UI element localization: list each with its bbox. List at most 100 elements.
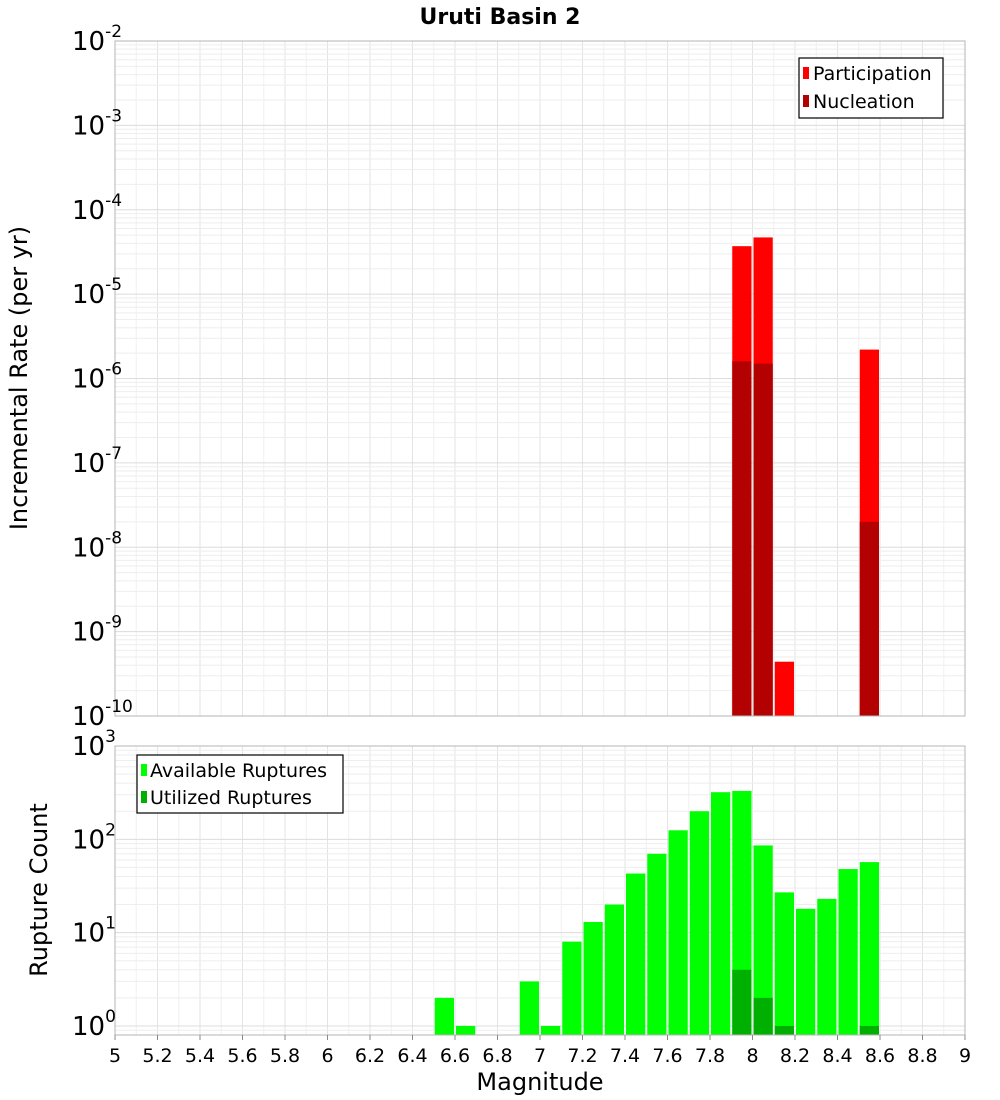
bottom-bar-available-ruptures-16 bbox=[817, 898, 837, 1035]
top-bar-nucleation-2 bbox=[859, 521, 879, 716]
bottom-bar-utilized-ruptures-0 bbox=[732, 969, 752, 1035]
available-ruptures-legend-label: Available Ruptures bbox=[150, 760, 327, 782]
top-y-tick-label: 10-8 bbox=[72, 528, 122, 563]
bottom-y-tick-label: 101 bbox=[72, 914, 116, 949]
bottom-bar-available-ruptures-4 bbox=[562, 941, 582, 1035]
top-y-tick-exponent: -2 bbox=[105, 22, 122, 42]
bottom-bar-available-ruptures-10 bbox=[689, 811, 709, 1035]
bottom-bar-available-ruptures-8 bbox=[647, 853, 667, 1035]
top-bar-participation-2 bbox=[774, 661, 794, 716]
top-y-tick-exponent: -9 bbox=[105, 613, 122, 633]
nucleation-swatch bbox=[803, 95, 809, 107]
top-y-tick-label: 10-4 bbox=[72, 191, 122, 226]
utilized-ruptures-swatch bbox=[141, 791, 147, 803]
x-tick-label: 7.2 bbox=[567, 1045, 597, 1067]
top-y-tick-base: 10 bbox=[72, 196, 105, 226]
top-y-axis-label: Incremental Rate (per yr) bbox=[5, 226, 33, 530]
x-tick-label: 8.4 bbox=[822, 1045, 852, 1067]
top-y-tick-exponent: -6 bbox=[105, 360, 122, 380]
available-ruptures-swatch bbox=[141, 764, 147, 776]
top-y-tick-label: 10-6 bbox=[72, 360, 122, 395]
x-tick-label: 6 bbox=[321, 1045, 333, 1067]
top-bars bbox=[732, 237, 879, 716]
top-y-tick-exponent: -7 bbox=[105, 444, 122, 464]
top-y-tick-label: 10-3 bbox=[72, 106, 122, 141]
x-tick-label: 8.6 bbox=[865, 1045, 895, 1067]
top-legend: Participation Nucleation bbox=[798, 57, 944, 119]
bottom-y-tick-exponent: 2 bbox=[105, 820, 116, 840]
bottom-bar-available-ruptures-5 bbox=[583, 922, 603, 1035]
top-y-tick-exponent: -10 bbox=[105, 697, 133, 717]
bottom-y-tick-base: 10 bbox=[72, 1012, 105, 1042]
bottom-bar-available-ruptures-1 bbox=[456, 1025, 476, 1035]
bottom-bar-available-ruptures-18 bbox=[859, 862, 879, 1035]
bottom-x-ticks: 5 5.2 5.4 5.6 5.8 6 6.2 6.4 6.6 6.8 7 7.2 7.4 7.6 7.8 8… bbox=[109, 1035, 971, 1067]
top-y-tick-label: 10-5 bbox=[72, 275, 122, 310]
utilized-ruptures-legend-label: Utilized Ruptures bbox=[150, 787, 312, 809]
chart-title: Uruti Basin 2 bbox=[420, 5, 581, 30]
x-tick-label: 8.8 bbox=[907, 1045, 937, 1067]
x-tick-label: 7.4 bbox=[610, 1045, 640, 1067]
x-tick-label: 6.6 bbox=[440, 1045, 470, 1067]
x-tick-label: 9 bbox=[959, 1045, 971, 1067]
bottom-y-tick-base: 10 bbox=[72, 919, 105, 949]
x-tick-label: 8.2 bbox=[780, 1045, 810, 1067]
bottom-bar-available-ruptures-17 bbox=[838, 869, 858, 1035]
top-y-tick-base: 10 bbox=[72, 111, 105, 141]
x-tick-label: 7.6 bbox=[652, 1045, 682, 1067]
bottom-legend: Available Ruptures Utilized Ruptures bbox=[136, 754, 344, 814]
top-y-tick-label: 10-9 bbox=[72, 613, 122, 648]
bottom-bar-utilized-ruptures-3 bbox=[859, 1025, 879, 1035]
x-tick-label: 6.2 bbox=[355, 1045, 385, 1067]
top-bar-nucleation-0 bbox=[732, 361, 752, 716]
top-grid bbox=[114, 40, 966, 717]
x-tick-label: 5.6 bbox=[227, 1045, 257, 1067]
top-y-tick-base: 10 bbox=[72, 280, 105, 310]
bottom-y-tick-base: 10 bbox=[72, 732, 105, 762]
nucleation-legend-label: Nucleation bbox=[813, 91, 915, 113]
bottom-bar-available-ruptures-3 bbox=[541, 1025, 561, 1035]
top-bar-nucleation-1 bbox=[753, 363, 773, 716]
x-tick-label: 5.8 bbox=[270, 1045, 300, 1067]
bottom-bar-available-ruptures-14 bbox=[774, 892, 794, 1035]
x-axis-label: Magnitude bbox=[476, 1068, 603, 1096]
top-y-tick-base: 10 bbox=[72, 449, 105, 479]
participation-legend-label: Participation bbox=[813, 63, 932, 85]
participation-swatch bbox=[803, 67, 809, 79]
bottom-y-tick-label: 102 bbox=[72, 820, 116, 855]
x-tick-label: 5.4 bbox=[185, 1045, 215, 1067]
bottom-bar-available-ruptures-7 bbox=[626, 873, 646, 1035]
bottom-bar-utilized-ruptures-1 bbox=[753, 997, 773, 1035]
bottom-y-tick-base: 10 bbox=[72, 825, 105, 855]
bottom-bar-available-ruptures-0 bbox=[434, 997, 454, 1035]
x-tick-label: 5 bbox=[109, 1045, 121, 1067]
top-y-tick-label: 10-10 bbox=[72, 697, 133, 732]
top-y-tick-exponent: -4 bbox=[105, 191, 122, 211]
x-tick-label: 6.8 bbox=[482, 1045, 512, 1067]
top-y-tick-label: 10-2 bbox=[72, 22, 122, 57]
top-y-tick-base: 10 bbox=[72, 365, 105, 395]
top-y-tick-label: 10-7 bbox=[72, 444, 122, 479]
top-legend-box bbox=[798, 57, 944, 119]
top-plot-frame bbox=[114, 40, 966, 717]
bottom-bar-available-ruptures-15 bbox=[796, 908, 816, 1035]
bottom-y-axis-label: Rupture Count bbox=[25, 803, 53, 977]
bottom-y-tick-exponent: 3 bbox=[105, 727, 116, 747]
bottom-y-tick-label: 103 bbox=[72, 727, 116, 762]
top-y-tick-base: 10 bbox=[72, 533, 105, 563]
top-y-tick-exponent: -3 bbox=[105, 106, 122, 126]
x-tick-label: 6.4 bbox=[397, 1045, 427, 1067]
top-y-tick-base: 10 bbox=[72, 618, 105, 648]
x-tick-label: 8 bbox=[746, 1045, 758, 1067]
top-y-tick-exponent: -5 bbox=[105, 275, 122, 295]
x-tick-label: 5.2 bbox=[142, 1045, 172, 1067]
top-y-tick-base: 10 bbox=[72, 702, 105, 732]
bottom-bar-available-ruptures-11 bbox=[711, 792, 731, 1035]
bottom-bar-utilized-ruptures-2 bbox=[774, 1025, 794, 1035]
bottom-bar-available-ruptures-9 bbox=[668, 830, 688, 1035]
